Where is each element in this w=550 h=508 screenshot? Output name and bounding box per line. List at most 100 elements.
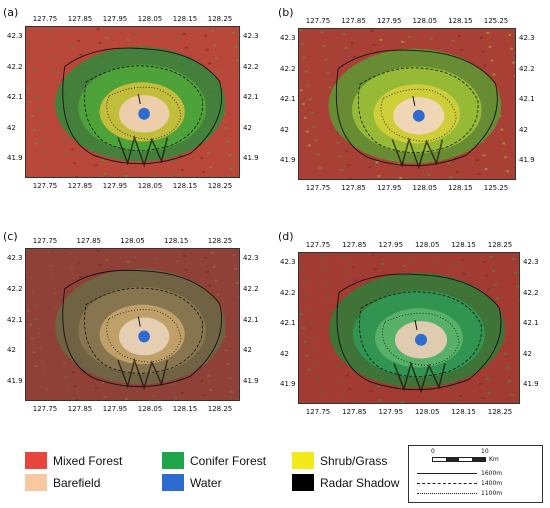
terrain-speckle <box>432 261 435 264</box>
scale-tick-10: 10 <box>481 448 489 455</box>
terrain-speckle <box>39 346 43 349</box>
terrain-speckle <box>339 379 342 382</box>
terrain-speckle <box>463 272 466 275</box>
terrain-speckle <box>324 58 328 61</box>
terrain-speckle <box>200 380 204 383</box>
terrain-speckle <box>450 386 453 389</box>
tick-label: 127.75 <box>32 237 58 245</box>
terrain-speckle <box>516 285 519 288</box>
tick-label: 42 <box>523 349 532 358</box>
tick-label: 127.95 <box>378 408 404 416</box>
tick-label: 128.05 <box>137 405 163 413</box>
terrain-speckle <box>500 128 504 131</box>
terrain-speckle <box>308 368 311 371</box>
tick-label: 42.3 <box>523 258 539 266</box>
tick-label: 127.85 <box>342 408 367 416</box>
terrain-speckle <box>488 392 491 395</box>
terrain-speckle <box>204 256 208 259</box>
terrain-speckle <box>133 255 137 258</box>
contour-1100 <box>62 269 223 388</box>
terrain-speckle <box>224 349 228 352</box>
terrain-speckle <box>32 128 36 131</box>
terrain-speckle <box>477 173 481 176</box>
tick-label: 127.75 <box>32 15 58 23</box>
tick-label: 127.85 <box>342 241 367 249</box>
terrain-speckle <box>307 308 310 311</box>
terrain-speckle <box>379 38 383 41</box>
terrain-speckle <box>475 159 479 162</box>
terrain-speckle <box>323 268 326 271</box>
tick-label: 127.95 <box>102 182 128 190</box>
tick-label: 42 <box>519 125 528 134</box>
tick-label: 127.85 <box>341 17 366 25</box>
tick-label: 128.05 <box>412 184 438 192</box>
terrain-speckle <box>45 388 49 391</box>
terrain-speckle <box>303 116 307 119</box>
terrain-speckle <box>379 399 382 402</box>
terrain-speckle <box>299 29 302 31</box>
tick-label: 41.9 <box>523 380 539 388</box>
classification-map <box>25 248 240 401</box>
terrain-speckle <box>32 351 36 354</box>
terrain-speckle <box>178 155 182 158</box>
tick-label: 128.25 <box>207 405 233 413</box>
legend-water: Water <box>162 474 222 491</box>
terrain-speckle <box>368 166 372 169</box>
terrain-speckle <box>216 293 220 296</box>
terrain-speckle <box>310 111 314 114</box>
legend-label: Mixed Forest <box>53 453 123 468</box>
terrain-speckle <box>37 109 41 112</box>
legend-barefield: Barefield <box>25 474 100 491</box>
tick-label: 127.85 <box>67 182 93 190</box>
terrain-speckle <box>312 125 316 128</box>
terrain-speckle <box>96 27 100 30</box>
terrain-speckle <box>180 169 184 172</box>
tick-label: 41.9 <box>7 377 23 385</box>
terrain-speckle <box>504 156 508 159</box>
contour-1400-label: 1400m <box>481 480 503 487</box>
terrain-speckle <box>346 374 349 377</box>
radar-shadow-swatch <box>292 474 314 491</box>
terrain-speckle <box>43 374 47 377</box>
terrain-speckle <box>508 380 511 383</box>
terrain-speckle <box>53 292 57 295</box>
terrain-speckle <box>133 33 137 36</box>
scale-unit: Km <box>489 456 499 463</box>
terrain-speckle <box>375 161 379 164</box>
terrain-speckle <box>49 264 53 267</box>
tick-label: 41.9 <box>243 154 259 162</box>
tick-label: 127.95 <box>376 184 402 192</box>
map-image <box>299 253 519 403</box>
tick-label: 127.95 <box>102 15 128 23</box>
contour-1600-label: 1600m <box>481 470 503 477</box>
terrain-speckle <box>47 250 51 253</box>
tick-label: 42.2 <box>523 288 539 297</box>
tick-label: 42 <box>280 349 289 358</box>
terrain-speckle <box>483 260 486 263</box>
terrain-speckle <box>447 162 451 165</box>
tick-label: 128.15 <box>164 237 189 245</box>
tick-label: 128.15 <box>172 15 198 23</box>
terrain-speckle <box>301 266 304 269</box>
map-image <box>26 27 239 177</box>
terrain-speckle <box>329 310 332 313</box>
map-image <box>299 29 515 179</box>
terrain-speckle <box>154 257 158 260</box>
terrain-speckle <box>45 165 49 168</box>
terrain-speckle <box>62 362 66 365</box>
tick-label: 127.95 <box>376 17 402 25</box>
terrain-speckle <box>206 48 209 51</box>
terrain-speckle <box>98 263 102 266</box>
terrain-speckle <box>96 249 100 252</box>
terrain-speckle <box>182 254 186 257</box>
terrain-speckle <box>345 150 349 153</box>
terrain-speckle <box>315 363 318 366</box>
terrain-speckle <box>325 282 328 285</box>
tick-label: 128.15 <box>448 17 473 25</box>
terrain-speckle <box>320 30 324 33</box>
tick-label: 128.25 <box>207 15 233 23</box>
terrain-speckle <box>206 270 209 273</box>
terrain-speckle <box>126 38 130 41</box>
terrain-speckle <box>302 327 305 329</box>
terrain-speckle <box>94 164 98 167</box>
